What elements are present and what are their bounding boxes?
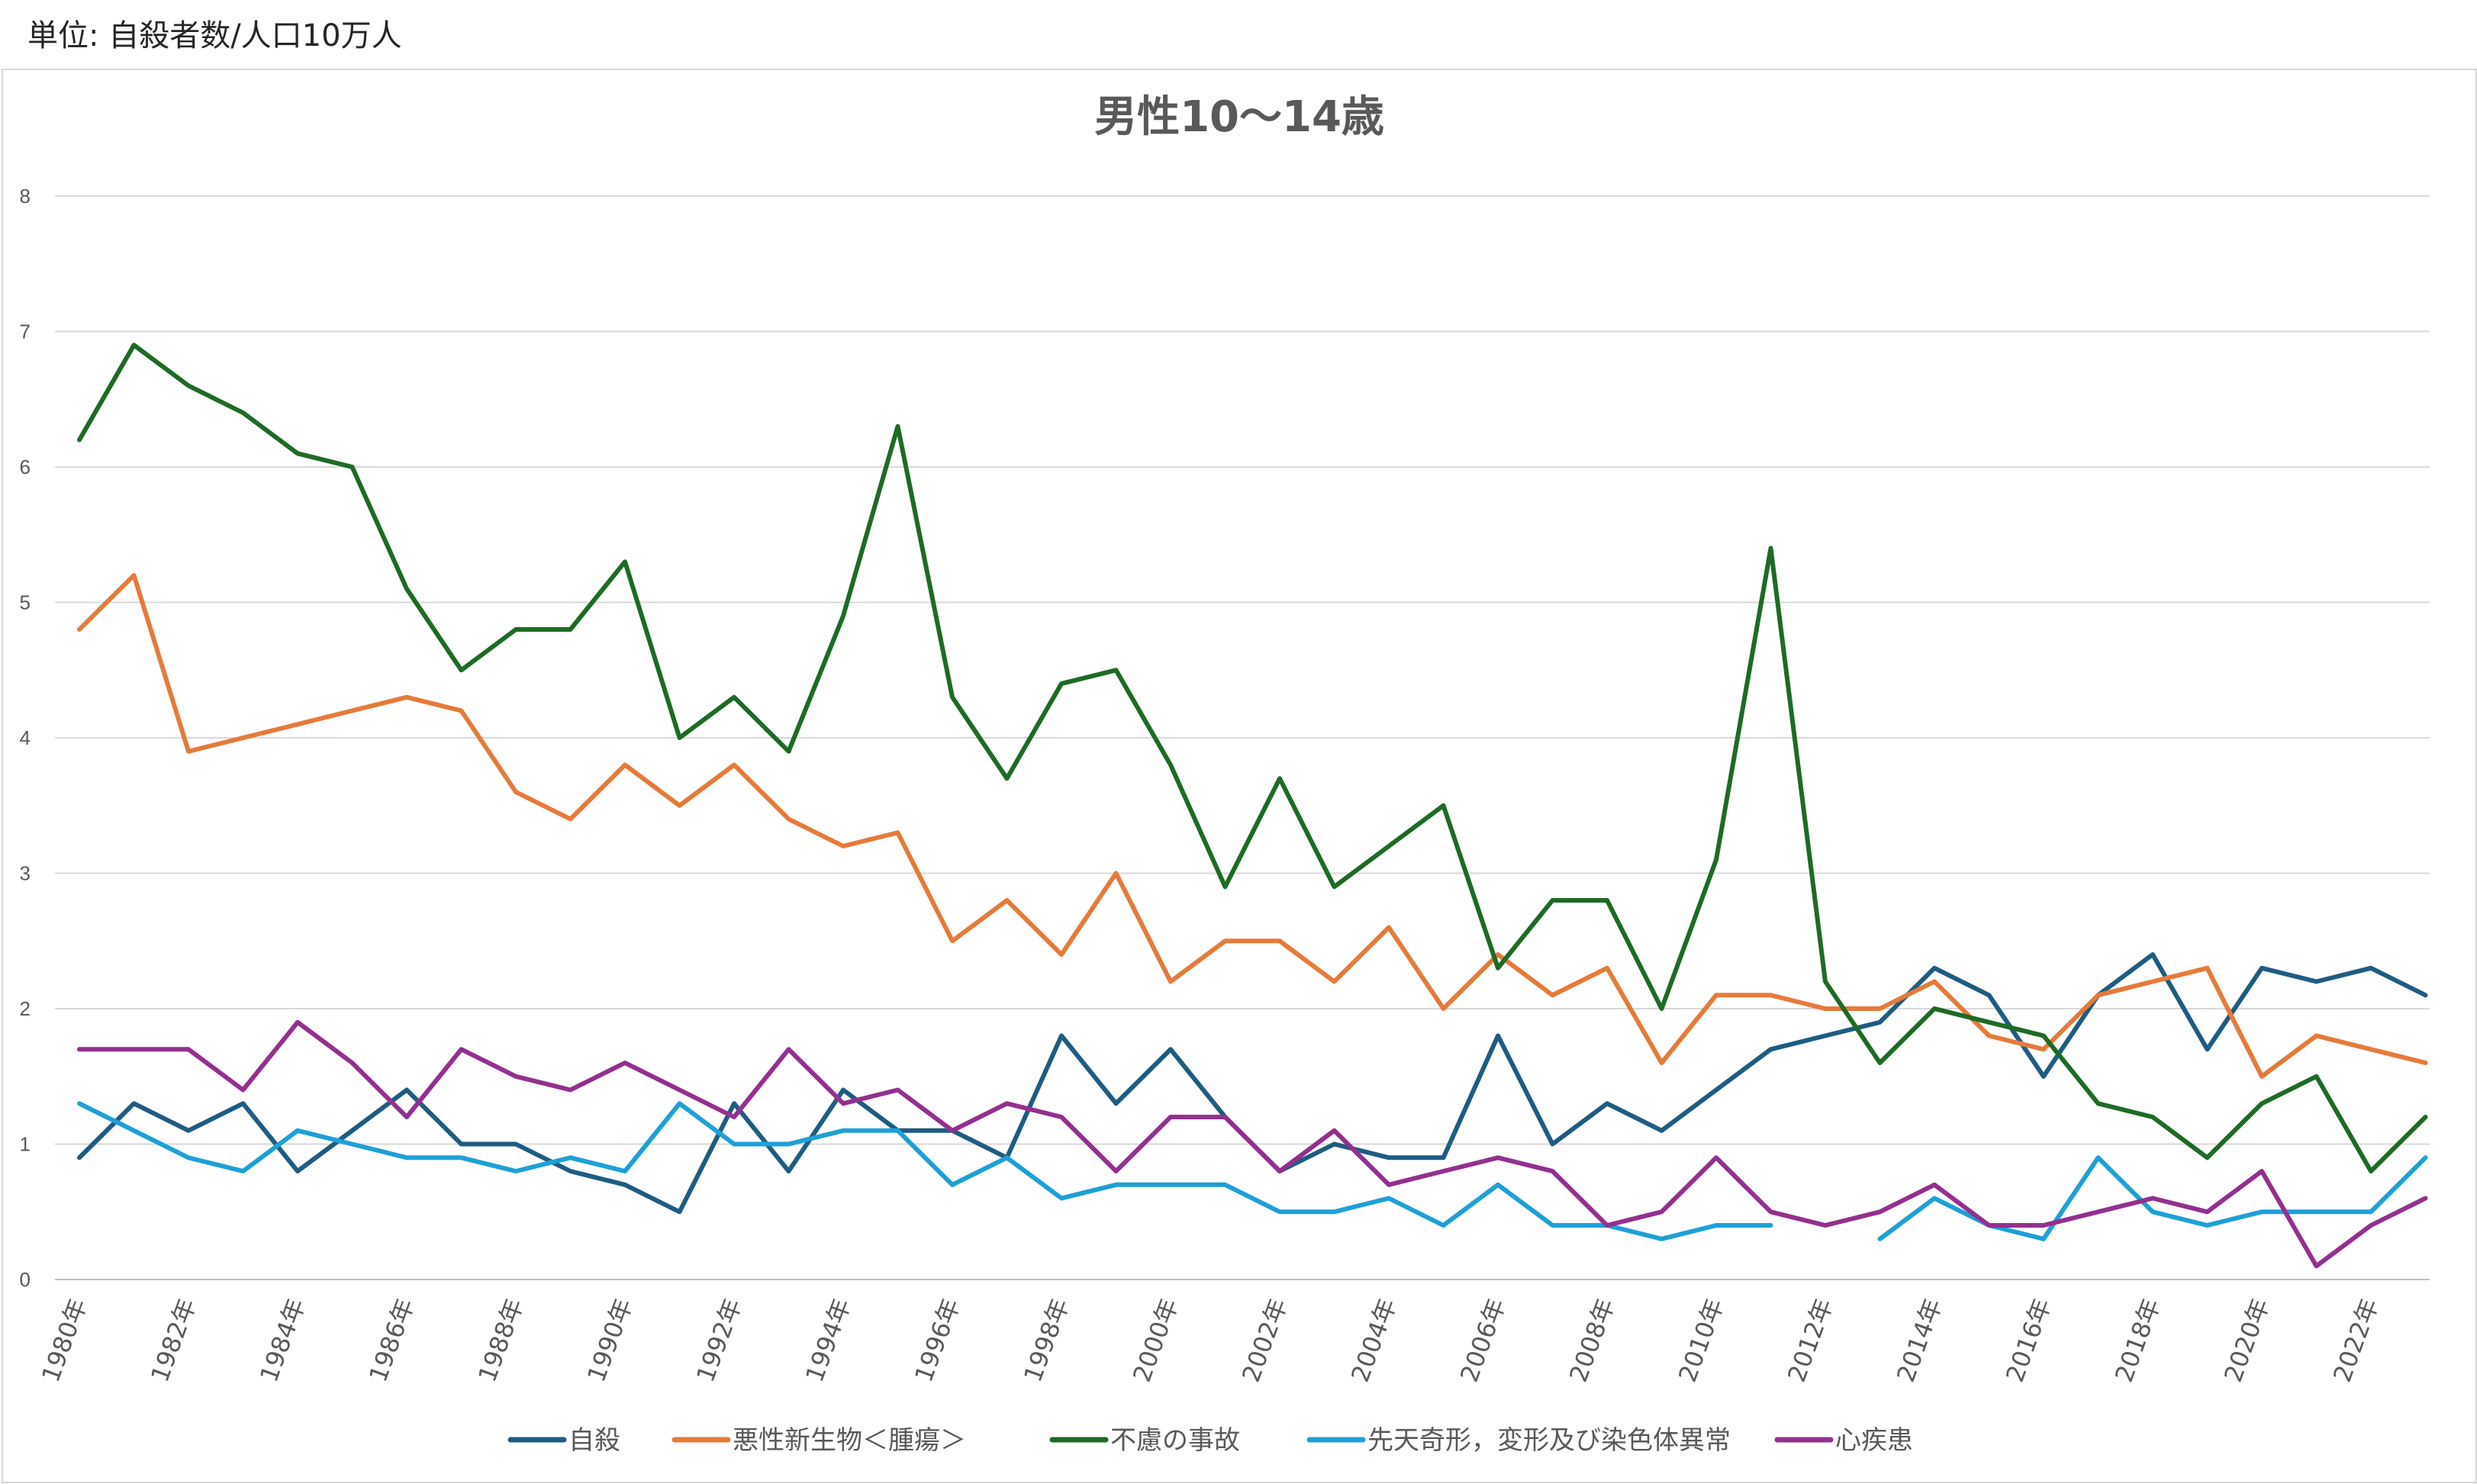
x-tick-label: 2002年 (1236, 1295, 1293, 1386)
legend-item: 先天奇形，変形及び染色体異常 (1306, 1425, 1731, 1456)
x-tick-label: 2012年 (1782, 1295, 1839, 1386)
y-tick-label: 8 (20, 185, 31, 208)
x-tick-label: 1980年 (36, 1295, 93, 1386)
series-path (77, 343, 2428, 1173)
x-axis: 1980年 1982年 1984年 1986年 1988年 1990年 1992年 1994年… (36, 1295, 2385, 1386)
legend-label: 悪性新生物＜腫瘍＞ (733, 1425, 966, 1456)
series-line (77, 1101, 2428, 1241)
x-tick-label: 2004年 (1345, 1295, 1403, 1386)
series-layer (77, 343, 2428, 1269)
x-tick-label: 1992年 (691, 1295, 748, 1386)
x-tick-label: 2006年 (1454, 1295, 1512, 1386)
legend-item: 悪性新生物＜腫瘍＞ (672, 1425, 966, 1456)
x-tick-label: 2018年 (2109, 1295, 2166, 1386)
y-tick-label: 0 (20, 1268, 31, 1291)
y-tick-label: 7 (20, 320, 31, 343)
y-tick-label: 5 (20, 591, 31, 614)
x-tick-label: 1994年 (800, 1295, 857, 1386)
series-path (77, 1019, 2428, 1269)
y-axis: 0 1 2 3 4 5 6 7 8 (20, 185, 31, 1291)
x-tick-label: 2022年 (2327, 1295, 2385, 1386)
series-path (77, 1101, 2428, 1241)
legend-label: 先天奇形，変形及び染色体異常 (1367, 1425, 1731, 1456)
series-line (77, 573, 2428, 1079)
legend-label: 不慮の事故 (1110, 1425, 1240, 1456)
legend-item: 不慮の事故 (1049, 1425, 1240, 1456)
y-tick-label: 3 (20, 862, 31, 885)
legend-label: 自殺 (569, 1425, 620, 1456)
legend: 自殺 悪性新生物＜腫瘍＞ 不慮の事故 先天奇形，変形及び染色体異常 心疾患 (507, 1425, 1913, 1456)
legend-item: 心疾患 (1774, 1425, 1913, 1456)
x-tick-label: 1990年 (581, 1295, 639, 1386)
chart-title: 男性10〜14歳 (1094, 92, 1384, 142)
x-tick-label: 2000年 (1127, 1295, 1184, 1386)
x-tick-label: 2010年 (1673, 1295, 1730, 1386)
x-tick-label: 1984年 (254, 1295, 311, 1386)
x-tick-label: 1988年 (472, 1295, 530, 1386)
series-line (77, 1019, 2428, 1269)
x-tick-label: 2020年 (2218, 1295, 2276, 1386)
legend-label: 心疾患 (1835, 1425, 1913, 1456)
series-line (77, 343, 2428, 1173)
x-tick-label: 2014年 (1891, 1295, 1948, 1386)
y-tick-label: 1 (20, 1133, 31, 1156)
x-tick-label: 1986年 (363, 1295, 420, 1386)
gridlines (55, 195, 2430, 1280)
x-tick-label: 1982年 (145, 1295, 202, 1386)
x-tick-label: 1996年 (909, 1295, 966, 1386)
y-tick-label: 6 (20, 456, 31, 478)
series-path (77, 573, 2428, 1079)
x-tick-label: 1998年 (1018, 1295, 1075, 1386)
unit-note: 単位: 自殺者数/人口10万人 (27, 18, 402, 53)
y-tick-label: 2 (20, 997, 31, 1020)
legend-item: 自殺 (507, 1425, 620, 1456)
x-tick-label: 2016年 (2000, 1295, 2057, 1386)
y-tick-label: 4 (20, 726, 31, 749)
x-tick-label: 2008年 (1564, 1295, 1621, 1386)
